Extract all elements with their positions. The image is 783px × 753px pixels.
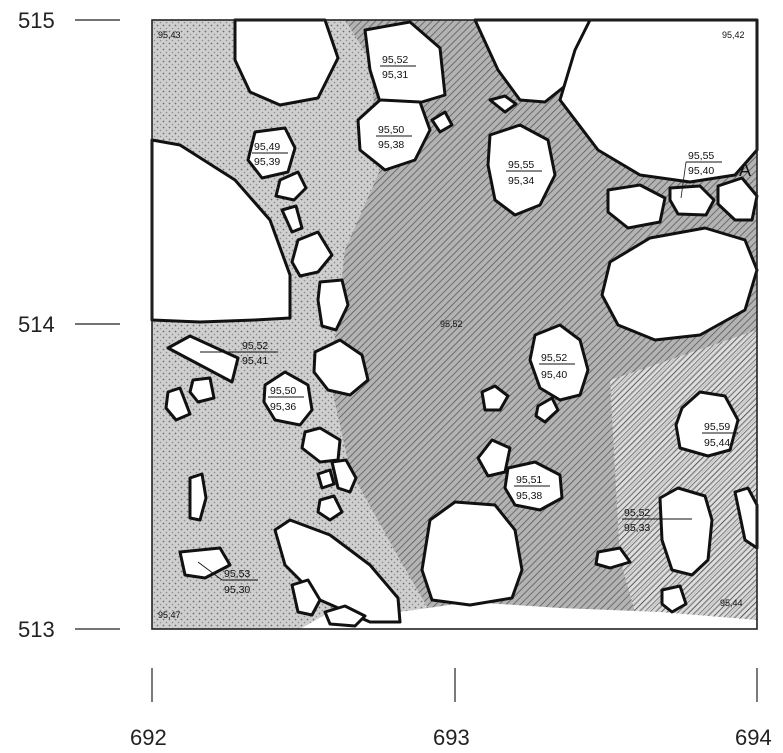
level-leader xyxy=(197,561,223,581)
level-bottom: 95,38 xyxy=(378,139,404,151)
level-top: 95,49 xyxy=(254,141,280,153)
stone xyxy=(430,110,454,134)
level-center: 95,52 xyxy=(440,319,463,329)
x-axis: 692 693 694 xyxy=(130,668,772,750)
level-corner-bottom-right: 95,44 xyxy=(720,598,743,608)
level-bottom: 95,31 xyxy=(382,69,408,81)
level-bottom: 95,39 xyxy=(254,156,280,168)
level-top: 95,55 xyxy=(508,159,534,171)
level-bottom: 95,40 xyxy=(541,369,567,381)
level-top: 95,59 xyxy=(704,421,730,433)
stone xyxy=(528,323,590,402)
level-corner-bottom-left: 95,47 xyxy=(158,610,181,620)
level-top: 95,52 xyxy=(541,352,567,364)
level-pair: 95,52 95,40 xyxy=(539,352,575,381)
level-bottom: 95,33 xyxy=(624,522,650,534)
stone xyxy=(164,386,192,422)
unexcavated-bottom xyxy=(300,602,757,629)
level-bottom: 95,36 xyxy=(270,401,296,413)
level-pair: 95,55 95,34 xyxy=(506,159,542,187)
level-corner-top-left: 95,43 xyxy=(158,30,181,40)
stone xyxy=(660,584,688,614)
stone xyxy=(316,468,336,490)
level-pair: 95,49 95,39 xyxy=(252,141,288,168)
stone xyxy=(274,170,308,202)
stone xyxy=(594,546,632,570)
stone xyxy=(188,376,216,404)
dense-hatch-right xyxy=(610,330,757,629)
level-pair: 95,55 95,40 xyxy=(680,150,722,199)
section-label: A xyxy=(739,160,751,180)
y-tick-label: 513 xyxy=(18,617,55,642)
stone xyxy=(356,98,432,172)
stone xyxy=(668,184,716,217)
stone xyxy=(658,486,714,577)
level-top: 95,52 xyxy=(624,507,650,519)
level-pair: 95,53 95,30 xyxy=(197,561,258,596)
stone xyxy=(323,604,367,628)
stone xyxy=(476,438,512,478)
stone xyxy=(330,458,358,494)
stone xyxy=(488,94,518,114)
stone xyxy=(312,338,370,397)
stone xyxy=(363,20,447,107)
level-top: 95,51 xyxy=(516,474,542,486)
y-tick-label: 514 xyxy=(18,312,55,337)
y-tick-label: 515 xyxy=(18,8,55,33)
level-bottom: 95,34 xyxy=(508,175,534,187)
stone xyxy=(534,396,560,424)
level-leader xyxy=(680,161,687,199)
stone xyxy=(280,204,304,234)
level-top: 95,53 xyxy=(224,568,250,580)
y-axis: 515 514 513 xyxy=(18,8,120,642)
x-tick-label: 693 xyxy=(433,725,470,750)
stone xyxy=(262,370,314,427)
level-top: 95,55 xyxy=(688,150,714,162)
level-top: 95,50 xyxy=(378,124,404,136)
stone xyxy=(316,278,350,332)
stone xyxy=(606,183,667,230)
level-corner-top-right: 95,42 xyxy=(722,30,745,40)
stone xyxy=(166,334,240,384)
stone xyxy=(188,472,208,522)
stone xyxy=(233,18,340,107)
stone xyxy=(480,384,510,412)
level-pair: 95,52 95,33 xyxy=(622,507,692,534)
stone xyxy=(290,230,334,278)
stone xyxy=(150,138,292,324)
level-bottom: 95,41 xyxy=(242,355,268,367)
stone xyxy=(716,176,759,222)
stone xyxy=(600,226,759,342)
level-readings: 95,43 95,42 95,47 95,44 95,52 xyxy=(158,30,745,620)
stone xyxy=(674,390,740,458)
level-pair: 95,50 95,36 xyxy=(268,385,304,413)
level-pairs: 95,52 95,31 95,49 95,39 95,50 95,38 95,5… xyxy=(197,54,738,596)
stone xyxy=(290,578,322,617)
level-top: 95,52 xyxy=(242,340,268,352)
level-bottom: 95,38 xyxy=(516,490,542,502)
level-bottom: 95,30 xyxy=(224,584,250,596)
x-tick-label: 692 xyxy=(130,725,167,750)
level-pair: 95,52 95,41 xyxy=(200,340,278,367)
level-pair: 95,52 95,31 xyxy=(380,54,416,81)
level-bottom: 95,44 xyxy=(704,437,730,449)
level-pair: 95,50 95,38 xyxy=(376,124,412,151)
stone xyxy=(486,123,557,217)
stone xyxy=(178,546,232,580)
stone xyxy=(420,500,524,607)
excavation-frame xyxy=(151,19,758,630)
stone xyxy=(316,494,344,522)
level-bottom: 95,40 xyxy=(688,165,714,177)
x-tick-label: 694 xyxy=(735,725,772,750)
level-pair: 95,59 95,44 xyxy=(702,421,738,449)
level-top: 95,52 xyxy=(382,54,408,66)
level-top: 95,50 xyxy=(270,385,296,397)
stones xyxy=(150,18,759,628)
level-pair: 95,51 95,38 xyxy=(514,474,550,502)
